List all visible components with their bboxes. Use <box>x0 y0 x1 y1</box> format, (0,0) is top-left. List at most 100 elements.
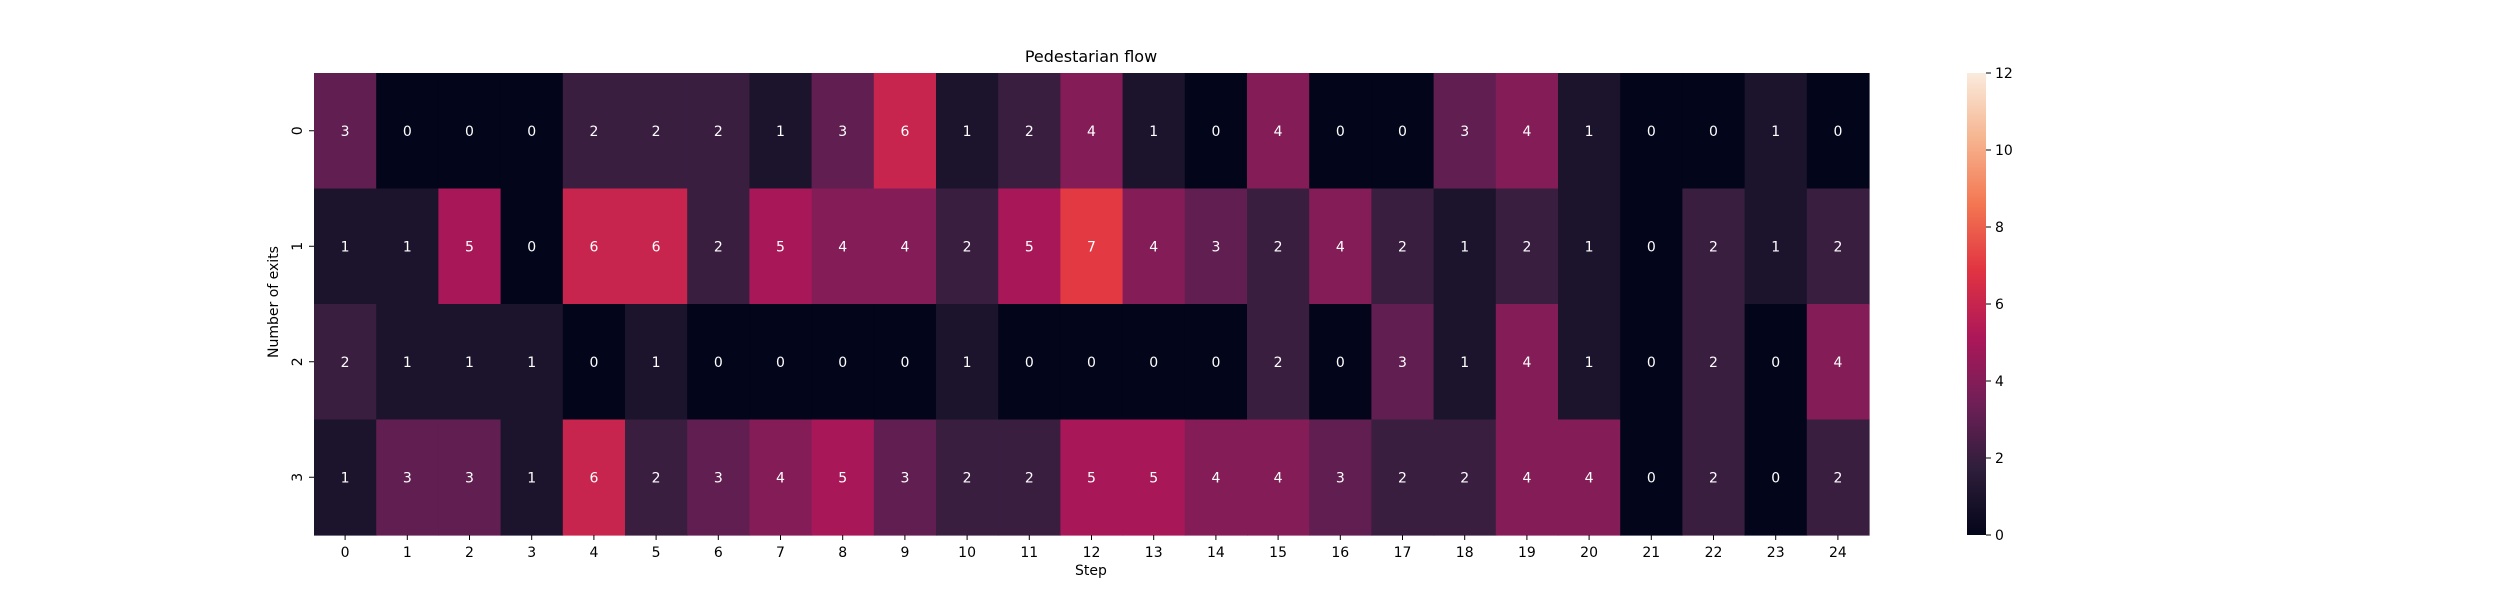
heatmap-cell <box>1371 304 1435 421</box>
heatmap-cell <box>1309 304 1372 421</box>
heatmap-cell <box>1558 73 1621 190</box>
x-tick-label: 19 <box>1518 545 1536 561</box>
cell-value-label: 7 <box>1087 239 1096 255</box>
heatmap-cell <box>314 188 377 305</box>
x-tick-label: 8 <box>838 545 847 561</box>
cell-value-label: 1 <box>1771 239 1780 255</box>
heatmap-cell <box>500 73 564 190</box>
heatmap-cell <box>749 73 813 190</box>
heatmap-cell <box>500 188 564 305</box>
cell-value-label: 4 <box>1087 124 1096 140</box>
cell-value-label: 2 <box>341 355 350 371</box>
heatmap-cell <box>687 73 750 190</box>
colorbar-tick-label: 6 <box>1995 297 2004 313</box>
cell-value-label: 0 <box>527 124 536 140</box>
heatmap-cell <box>1122 73 1186 190</box>
heatmap-cell <box>438 419 502 536</box>
cell-value-label: 3 <box>1460 124 1469 140</box>
cell-value-label: 0 <box>527 239 536 255</box>
x-tick-label: 17 <box>1394 545 1412 561</box>
cell-value-label: 1 <box>341 239 350 255</box>
heatmap-cell <box>1122 188 1186 305</box>
heatmap-cell <box>998 188 1061 305</box>
heatmap-cell <box>438 188 502 305</box>
x-tick-label: 14 <box>1207 545 1225 561</box>
heatmap-cell <box>625 188 688 305</box>
cell-value-label: 4 <box>1336 239 1345 255</box>
y-axis-label: Number of exits <box>266 246 282 358</box>
heatmap-cell <box>998 304 1061 421</box>
heatmap-cell <box>1309 73 1372 190</box>
cell-value-label: 4 <box>1274 470 1283 486</box>
cell-value-label: 0 <box>1149 355 1158 371</box>
chart-title: Pedestarian flow <box>1025 47 1157 66</box>
colorbar-ticks: 0 2 4 6 8 10 12 <box>1986 66 2013 544</box>
cell-value-label: 1 <box>403 355 412 371</box>
heatmap-cell <box>811 419 875 536</box>
cell-value-label: 2 <box>714 239 723 255</box>
x-tick-label: 23 <box>1767 545 1785 561</box>
y-tick-label: 1 <box>290 242 306 251</box>
x-tick-label: 0 <box>341 545 350 561</box>
cell-value-label: 2 <box>963 239 972 255</box>
cell-value-label: 3 <box>341 124 350 140</box>
cell-value-label: 0 <box>1833 124 1842 140</box>
heatmap-cell <box>1433 73 1497 190</box>
x-tick-label: 3 <box>527 545 536 561</box>
cell-value-label: 0 <box>1647 470 1656 486</box>
x-tick-label: 1 <box>403 545 412 561</box>
heatmap-cell <box>1620 73 1683 190</box>
cell-value-label: 1 <box>341 470 350 486</box>
cell-value-label: 2 <box>1833 470 1842 486</box>
heatmap-cell <box>1060 73 1124 190</box>
x-tick-label: 22 <box>1705 545 1723 561</box>
cell-value-label: 1 <box>465 355 474 371</box>
cell-value-label: 6 <box>900 124 909 140</box>
heatmap-cell <box>1247 73 1310 190</box>
heatmap-cell <box>376 419 439 536</box>
cell-value-label: 1 <box>1585 355 1594 371</box>
cell-value-label: 3 <box>1398 355 1407 371</box>
heatmap-cell <box>873 73 937 190</box>
heatmap-cell <box>438 73 502 190</box>
heatmap-cell <box>1558 419 1621 536</box>
heatmap-cell <box>811 188 875 305</box>
heatmap-cell <box>625 304 688 421</box>
x-tick-label: 13 <box>1145 545 1163 561</box>
cell-value-label: 4 <box>1149 239 1158 255</box>
x-tick-label: 21 <box>1642 545 1660 561</box>
heatmap-cell <box>1495 304 1559 421</box>
x-tick-label: 18 <box>1456 545 1474 561</box>
heatmap-cell <box>1495 73 1559 190</box>
heatmap-cell <box>500 304 564 421</box>
colorbar-tick-label: 10 <box>1995 143 2013 159</box>
cell-value-label: 1 <box>1149 124 1158 140</box>
cell-value-label: 4 <box>1522 470 1531 486</box>
cell-value-label: 1 <box>963 355 972 371</box>
cell-value-label: 6 <box>589 239 598 255</box>
heatmap-cell <box>749 304 813 421</box>
x-axis: 0 1 2 3 4 5 6 7 8 9 10 11 12 13 14 15 16 17 18 19 20 21 22 23 24 <box>341 535 1847 561</box>
heatmap-cells <box>314 73 1870 536</box>
cell-value-label: 4 <box>1522 124 1531 140</box>
heatmap-cell <box>1371 73 1435 190</box>
heatmap-cell <box>1060 419 1124 536</box>
cell-value-label: 5 <box>1025 239 1034 255</box>
cell-value-label: 0 <box>1771 470 1780 486</box>
cell-value-label: 0 <box>1211 355 1220 371</box>
cell-value-label: 1 <box>652 355 661 371</box>
heatmap-cell <box>873 188 937 305</box>
heatmap-cell <box>1620 188 1683 305</box>
heatmap-cell <box>749 419 813 536</box>
cell-value-label: 3 <box>900 470 909 486</box>
heatmap-cell <box>873 419 937 536</box>
cell-value-label: 1 <box>963 124 972 140</box>
cell-value-label: 6 <box>652 239 661 255</box>
cell-value-label: 0 <box>1647 239 1656 255</box>
heatmap-cell <box>1682 419 1746 536</box>
heatmap-cell <box>376 304 439 421</box>
cell-value-label: 4 <box>1274 124 1283 140</box>
heatmap-cell <box>1433 304 1497 421</box>
cell-value-label: 0 <box>1087 355 1096 371</box>
cell-value-label: 2 <box>1025 124 1034 140</box>
